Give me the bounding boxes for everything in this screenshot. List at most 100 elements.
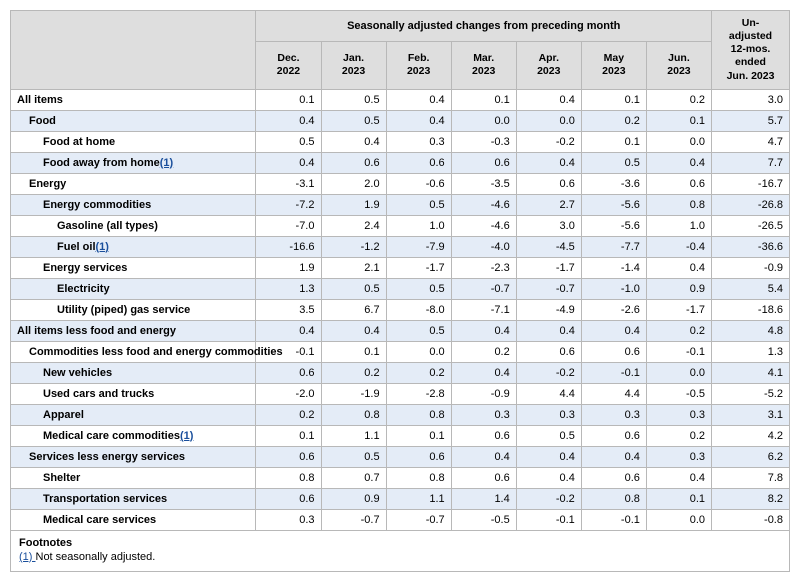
cell-value: -1.7: [646, 299, 711, 320]
cell-value: 0.2: [646, 89, 711, 110]
cell-value: 0.3: [386, 131, 451, 152]
cell-value: -1.7: [516, 257, 581, 278]
row-label: Food away from home(1): [11, 152, 256, 173]
cell-value: -0.9: [712, 257, 790, 278]
cell-value: -4.6: [451, 194, 516, 215]
table-row: All items0.10.50.40.10.40.10.23.0: [11, 89, 790, 110]
cell-value: 0.4: [516, 446, 581, 467]
row-label: Medical care services: [11, 509, 256, 530]
footnote-ref[interactable]: (1): [160, 157, 173, 169]
cell-value: 1.4: [451, 488, 516, 509]
cell-value: 0.4: [321, 131, 386, 152]
cell-value: 0.6: [516, 173, 581, 194]
cell-value: 0.3: [516, 404, 581, 425]
cell-value: 4.2: [712, 425, 790, 446]
cell-value: 0.8: [386, 467, 451, 488]
cell-value: 0.3: [256, 509, 321, 530]
table-row: Medical care commodities(1)0.11.10.10.60…: [11, 425, 790, 446]
cell-value: -1.2: [321, 236, 386, 257]
row-label: Apparel: [11, 404, 256, 425]
cell-value: -0.1: [646, 341, 711, 362]
table-row: Transportation services0.60.91.11.4-0.20…: [11, 488, 790, 509]
cell-value: -5.6: [581, 215, 646, 236]
cell-value: -0.8: [712, 509, 790, 530]
cell-value: 1.0: [386, 215, 451, 236]
footnote-item: (1) Not seasonally adjusted.: [19, 551, 781, 563]
cell-value: -1.0: [581, 278, 646, 299]
cell-value: 1.9: [321, 194, 386, 215]
cell-value: 0.6: [581, 467, 646, 488]
cell-value: 0.6: [321, 152, 386, 173]
header-month: Feb.2023: [386, 41, 451, 89]
cell-value: 0.0: [646, 131, 711, 152]
cell-value: -7.9: [386, 236, 451, 257]
cell-value: 0.6: [256, 362, 321, 383]
cell-value: 2.1: [321, 257, 386, 278]
table-row: Shelter0.80.70.80.60.40.60.47.8: [11, 467, 790, 488]
cell-value: 0.4: [646, 257, 711, 278]
cell-value: 0.6: [581, 341, 646, 362]
cell-value: 0.1: [451, 89, 516, 110]
table-row: Commodities less food and energy commodi…: [11, 341, 790, 362]
cell-value: 0.6: [646, 173, 711, 194]
cell-value: -0.3: [451, 131, 516, 152]
cell-value: -4.5: [516, 236, 581, 257]
header-month: Mar.2023: [451, 41, 516, 89]
cell-value: 0.6: [386, 152, 451, 173]
header-month: May2023: [581, 41, 646, 89]
cell-value: 0.9: [646, 278, 711, 299]
row-label: Electricity: [11, 278, 256, 299]
cell-value: -3.1: [256, 173, 321, 194]
cell-value: 0.5: [321, 89, 386, 110]
cell-value: 8.2: [712, 488, 790, 509]
cell-value: 0.1: [581, 89, 646, 110]
cell-value: 0.2: [451, 341, 516, 362]
header-month: Jan.2023: [321, 41, 386, 89]
footnotes-title: Footnotes: [19, 537, 781, 549]
table-row: Energy services1.92.1-1.7-2.3-1.7-1.40.4…: [11, 257, 790, 278]
cell-value: -16.7: [712, 173, 790, 194]
cell-value: -3.6: [581, 173, 646, 194]
table-body: All items0.10.50.40.10.40.10.23.0Food0.4…: [11, 89, 790, 530]
cell-value: 0.4: [581, 320, 646, 341]
cell-value: -1.9: [321, 383, 386, 404]
cell-value: 0.4: [516, 152, 581, 173]
table-row: Apparel0.20.80.80.30.30.30.33.1: [11, 404, 790, 425]
cell-value: 0.4: [516, 320, 581, 341]
header-month: Jun.2023: [646, 41, 711, 89]
cell-value: -3.5: [451, 173, 516, 194]
footnote-link[interactable]: (1): [19, 551, 36, 563]
row-label: Fuel oil(1): [11, 236, 256, 257]
cell-value: -0.9: [451, 383, 516, 404]
cell-value: 0.4: [516, 467, 581, 488]
cell-value: -0.5: [451, 509, 516, 530]
cell-value: 0.5: [386, 194, 451, 215]
footnote-ref[interactable]: (1): [180, 430, 193, 442]
cell-value: 0.1: [646, 488, 711, 509]
cell-value: -4.9: [516, 299, 581, 320]
cell-value: 0.8: [386, 404, 451, 425]
cell-value: 0.1: [386, 425, 451, 446]
cell-value: 0.1: [646, 110, 711, 131]
row-label: Energy commodities: [11, 194, 256, 215]
row-label: Energy: [11, 173, 256, 194]
cell-value: -0.7: [451, 278, 516, 299]
cell-value: 0.8: [646, 194, 711, 215]
table-row: New vehicles0.60.20.20.4-0.2-0.10.04.1: [11, 362, 790, 383]
cell-value: 2.0: [321, 173, 386, 194]
cell-value: 0.6: [516, 341, 581, 362]
cell-value: 0.0: [386, 341, 451, 362]
cell-value: 0.3: [451, 404, 516, 425]
table-header: Seasonally adjusted changes from precedi…: [11, 11, 790, 90]
cell-value: 0.2: [646, 425, 711, 446]
cell-value: 1.0: [646, 215, 711, 236]
table-row: Food at home0.50.40.3-0.3-0.20.10.04.7: [11, 131, 790, 152]
row-label: Gasoline (all types): [11, 215, 256, 236]
cell-value: 0.9: [321, 488, 386, 509]
header-month: Apr.2023: [516, 41, 581, 89]
row-label: Used cars and trucks: [11, 383, 256, 404]
cell-value: -5.2: [712, 383, 790, 404]
footnote-ref[interactable]: (1): [96, 241, 109, 253]
cell-value: 0.6: [256, 488, 321, 509]
header-seasonal-group: Seasonally adjusted changes from precedi…: [256, 11, 712, 42]
